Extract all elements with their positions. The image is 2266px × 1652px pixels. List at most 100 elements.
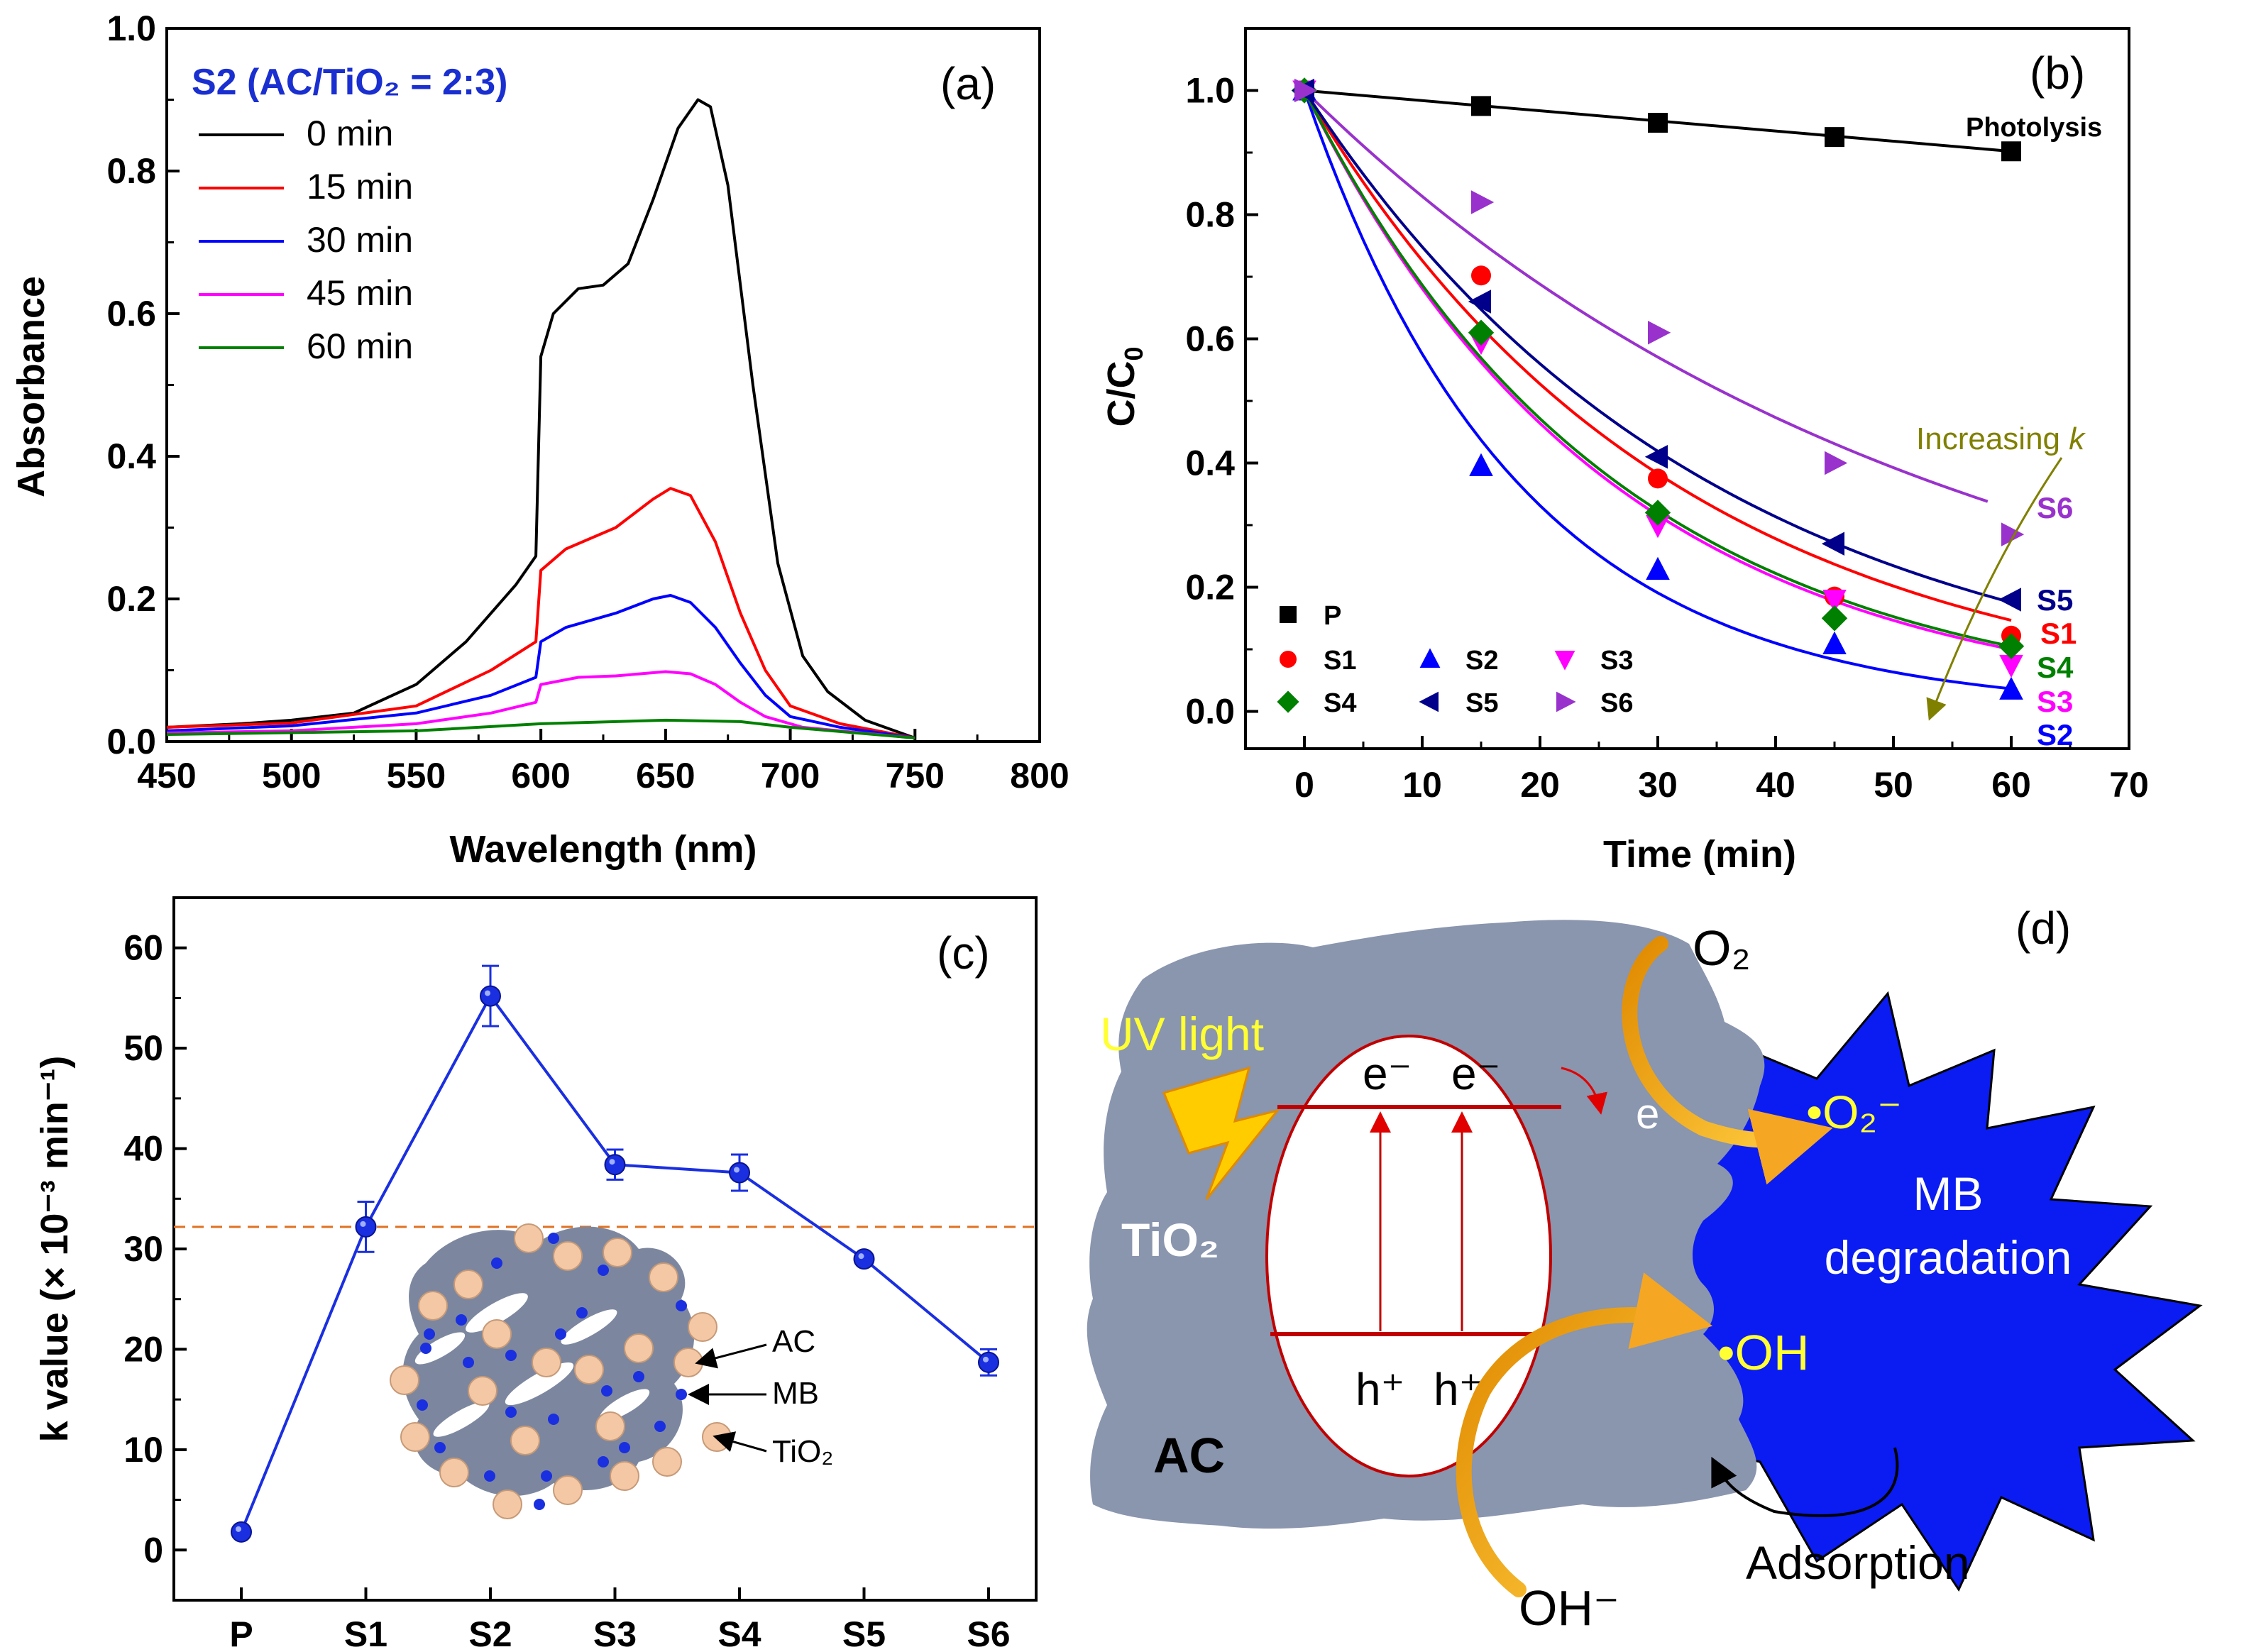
tio2-particle	[1265, 1035, 1552, 1477]
hydroxyl-label: •OH	[1717, 1325, 1810, 1380]
x-tick-label: S1	[344, 1614, 387, 1652]
x-tick-label: 40	[1756, 765, 1795, 805]
y-tick-label: 20	[123, 1329, 163, 1369]
lightning-icon	[1162, 1066, 1280, 1200]
x-tick-label: 20	[1520, 765, 1560, 805]
tio2-particle	[453, 1270, 483, 1299]
marker-S2	[1469, 453, 1493, 476]
marker-S6	[1825, 451, 1848, 475]
adsorption-arrow	[1711, 1447, 1899, 1517]
panel-a: 450 500 550 600 650 700 750 800 0.0 0.2 0.4 0.6 0.8 1…	[10, 9, 1069, 871]
x-tick-label: S2	[468, 1614, 512, 1652]
x-tick-label: 450	[137, 756, 196, 795]
electron-label: e⁻	[1363, 1048, 1412, 1099]
svg-text:Increasing k: Increasing k	[1916, 422, 2086, 456]
tick-marks	[174, 946, 990, 1600]
mb-label: MB	[1913, 1167, 1984, 1220]
y-tick-label: 1.0	[106, 9, 156, 48]
y-tick-label: 0.4	[106, 436, 156, 476]
x-axis-label: Time (min)	[1603, 833, 1796, 876]
x-tick-label: S6	[967, 1614, 1010, 1652]
tick-labels: P S1 S2 S3 S4 S5 S6 0 10 20 30 40 50 60	[123, 928, 1010, 1652]
inset-legend: AC MB TiO₂	[688, 1324, 833, 1469]
x-tick-label: 60	[1991, 765, 2031, 805]
data-markers	[1291, 77, 2025, 700]
inset-illustration	[390, 1223, 732, 1519]
photolysis-label: Photolysis	[1966, 113, 2102, 143]
marker-S4	[1468, 319, 1495, 346]
marker-S5	[1998, 588, 2021, 612]
end-label-S3: S3	[2037, 685, 2073, 718]
y-tick-label: 0.4	[1185, 444, 1235, 483]
x-tick-label: 700	[761, 756, 820, 795]
marker-S1	[1648, 468, 1668, 489]
k-point-S3	[604, 1154, 626, 1176]
k-point-highlight	[609, 1159, 615, 1165]
tick-marks	[165, 27, 1041, 743]
panel-label: (c)	[937, 927, 990, 979]
tio2-particle	[610, 1461, 639, 1491]
mb-molecule	[505, 1350, 517, 1361]
legend-marker-P	[1280, 606, 1297, 623]
series-line-0-min	[166, 98, 915, 739]
mb-molecule	[601, 1385, 612, 1397]
marker-P	[1471, 96, 1491, 116]
o2-arrow	[1622, 936, 1833, 1185]
mb-molecule	[417, 1399, 428, 1411]
k-point-S5	[853, 1248, 875, 1270]
k-symbol: k	[2069, 422, 2086, 456]
legend-label: S4	[1324, 688, 1356, 718]
x-tick-label: 750	[886, 756, 945, 795]
marker-S4	[1821, 605, 1848, 632]
legend-label: 60 min	[307, 326, 413, 366]
marker-S2	[1822, 631, 1847, 654]
marker-S6	[2001, 522, 2025, 546]
legend-label: S6	[1600, 688, 1633, 718]
series-line-15-min	[166, 487, 915, 739]
tio2-particle	[673, 1348, 703, 1377]
fit-S6	[1303, 89, 1989, 503]
electron-transfer-arrow	[1561, 1067, 1607, 1115]
x-axis-label: Wavelength (nm)	[449, 828, 757, 871]
marker-P	[2001, 141, 2021, 162]
tio2-particle	[553, 1475, 583, 1505]
increasing-arrow	[1926, 457, 2063, 721]
legend-marker-S3	[1554, 651, 1575, 671]
mb-label: MB	[772, 1376, 819, 1411]
y-tick-label: 0.8	[1185, 195, 1235, 235]
x-tick-label: 30	[1638, 765, 1678, 805]
uv-label: UV light	[1100, 1008, 1264, 1060]
fit-S2	[1303, 89, 2012, 690]
tick-marks	[1244, 89, 2130, 749]
legend-label: S2	[1465, 646, 1498, 676]
mb-molecule	[633, 1371, 644, 1382]
y-tick-label: 0.2	[106, 579, 156, 619]
k-point-S6	[978, 1351, 999, 1373]
legend-label: P	[1324, 601, 1341, 631]
y-tick-label: 0.0	[1185, 692, 1235, 732]
y-tick-label: 0.0	[106, 722, 156, 761]
o2-label: O₂	[1693, 920, 1751, 976]
marker-S2	[1999, 676, 2023, 700]
panel-b: 0 10 20 30 40 50 60 70 0.0 0.2 0.4 0.6 0.8 1.0 (b) Ph…	[1100, 27, 2149, 876]
k-point-S2	[480, 985, 501, 1007]
pore	[466, 1293, 528, 1333]
tio2-particle	[532, 1348, 561, 1377]
x-tick-label: P	[229, 1614, 253, 1652]
mb-molecule	[534, 1499, 545, 1510]
x-tick-label: 70	[2109, 765, 2149, 805]
marker-S5	[1644, 444, 1668, 469]
ac-label: AC	[772, 1324, 815, 1359]
k-point-highlight	[485, 990, 490, 996]
mb-molecule	[676, 1389, 687, 1400]
tio2-particle	[574, 1355, 604, 1384]
tio2-particle	[493, 1489, 522, 1519]
tio2-particle	[624, 1333, 654, 1363]
y-tick-label: 40	[123, 1129, 163, 1169]
legend-label: S3	[1600, 646, 1633, 676]
legend-label: 30 min	[307, 220, 413, 260]
end-label-S5: S5	[2037, 583, 2073, 617]
pore	[414, 1332, 466, 1365]
marker-P	[1648, 113, 1668, 133]
